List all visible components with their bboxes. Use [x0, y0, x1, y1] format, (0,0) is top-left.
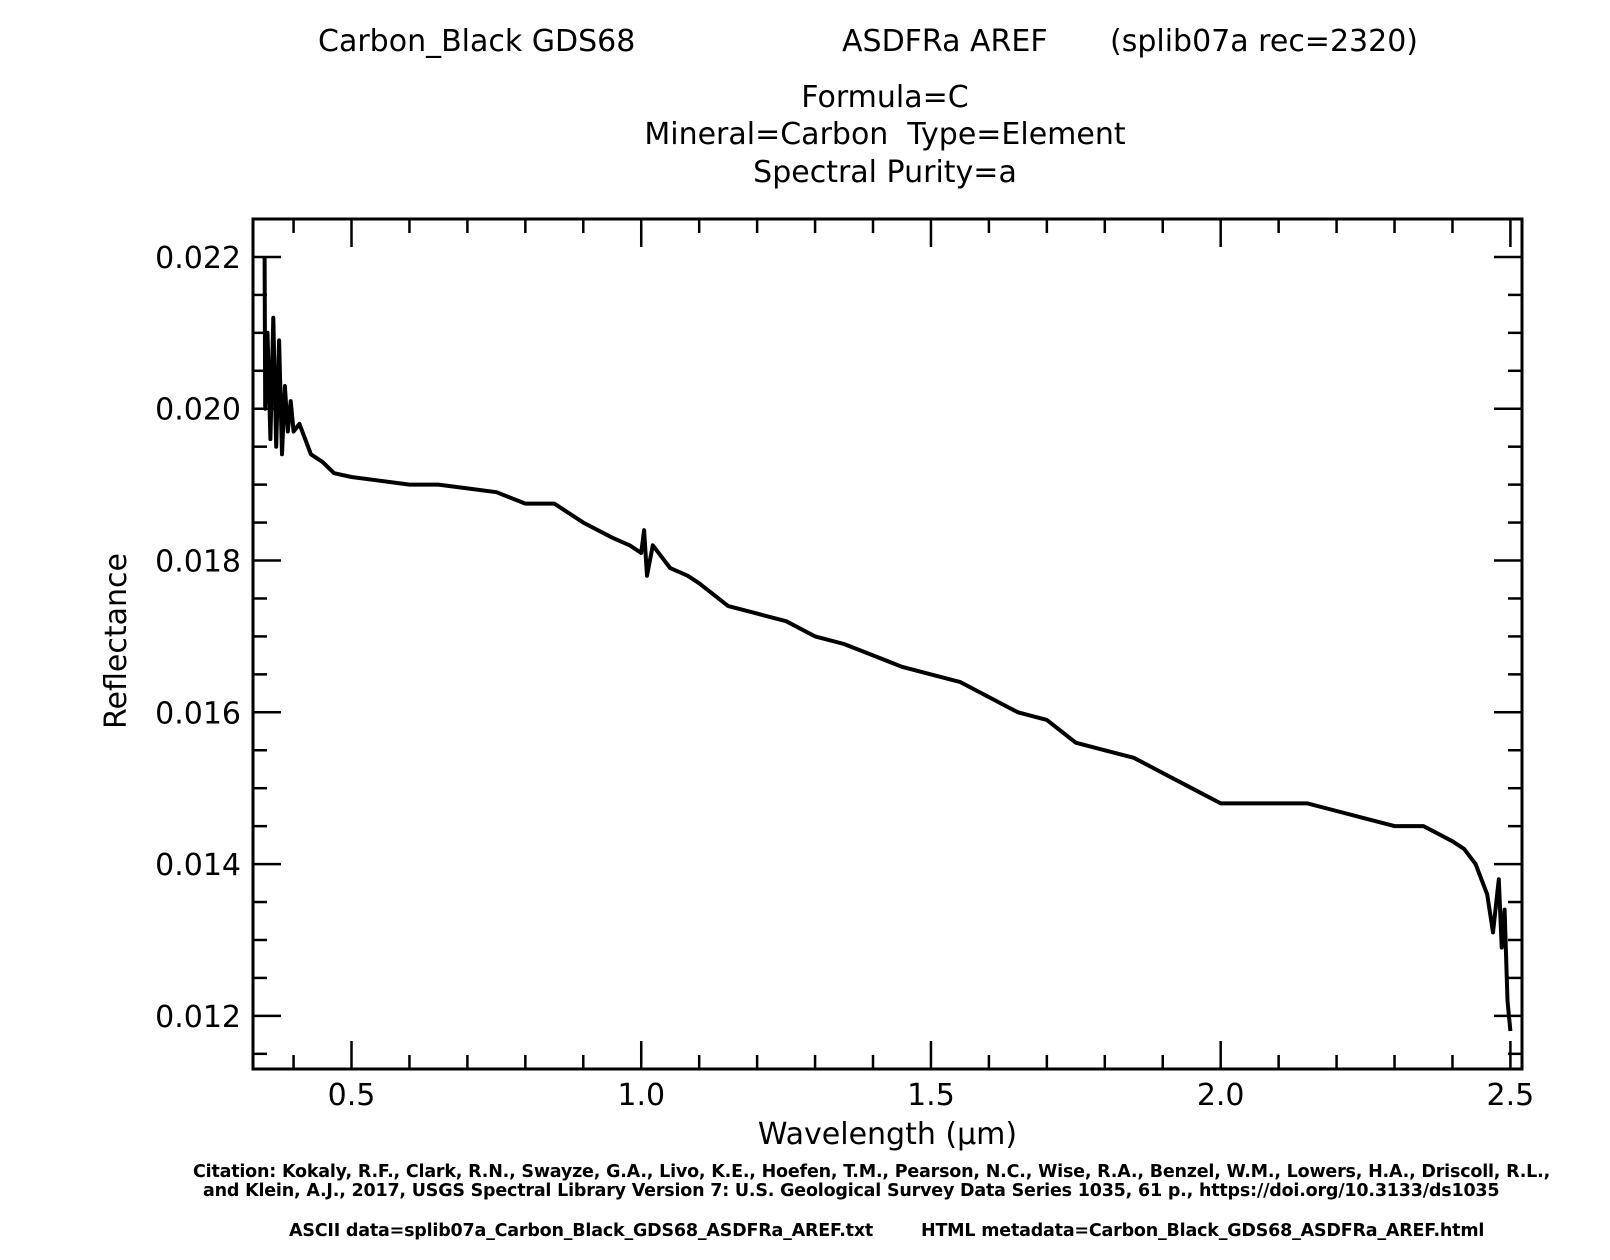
x-tick-label: 0.5: [328, 1078, 376, 1113]
html-metadata-link: HTML metadata=Carbon_Black_GDS68_ASDFRa_…: [921, 1221, 1485, 1241]
y-tick-label: 0.022: [155, 241, 241, 276]
y-tick-label: 0.012: [155, 1000, 241, 1035]
citation-line-1: Citation: Kokaly, R.F., Clark, R.N., Swa…: [193, 1162, 1551, 1182]
plot-frame: [251, 217, 1524, 1071]
tick-labels: 0.012 0.014 0.016 0.018 0.020 0.022 0.5 1.0 1.5 2…: [155, 241, 1534, 1113]
y-tick-label: 0.016: [155, 696, 241, 731]
x-tick-label: 1.0: [617, 1078, 665, 1113]
x-tick-label: 2.5: [1487, 1078, 1535, 1113]
sample-title: Carbon_Black GDS68: [318, 24, 636, 59]
citation-line-2: and Klein, A.J., 2017, USGS Spectral Lib…: [203, 1181, 1500, 1201]
purity-line: Spectral Purity=a: [753, 155, 1017, 190]
y-tick-label: 0.020: [155, 393, 241, 428]
y-axis-label: Reflectance: [99, 553, 134, 729]
spectrum-line: [262, 256, 1513, 1032]
record-title: (splib07a rec=2320): [1110, 24, 1418, 59]
x-tick-label: 2.0: [1197, 1078, 1245, 1113]
x-axis-label: Wavelength (μm): [758, 1117, 1017, 1152]
y-tick-label: 0.014: [155, 848, 241, 883]
y-tick-label: 0.018: [155, 545, 241, 580]
formula-line: Formula=C: [801, 80, 969, 115]
instrument-title: ASDFRa AREF: [842, 24, 1048, 59]
x-tick-label: 1.5: [907, 1078, 955, 1113]
ascii-data-link: ASCII data=splib07a_Carbon_Black_GDS68_A…: [289, 1221, 874, 1241]
mineral-type-line: Mineral=Carbon Type=Element: [644, 117, 1126, 152]
tick-marks: [253, 217, 1522, 1069]
